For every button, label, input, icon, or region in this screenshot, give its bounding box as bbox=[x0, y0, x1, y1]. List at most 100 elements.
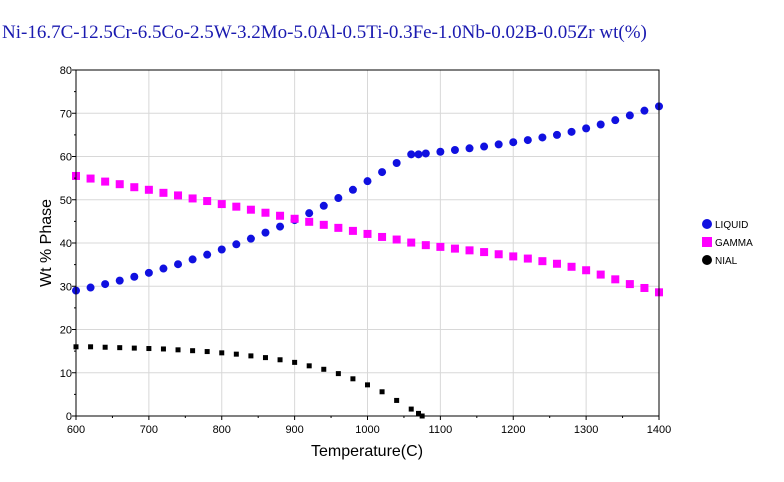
data-point-nial bbox=[102, 344, 108, 350]
data-point-nial bbox=[88, 344, 94, 350]
y-tick-label: 50 bbox=[60, 195, 72, 207]
data-point-gamma bbox=[276, 211, 285, 220]
x-tick-label: 1200 bbox=[501, 424, 525, 436]
data-point-gamma bbox=[246, 205, 255, 214]
x-axis-title: Temperature(C) bbox=[311, 443, 423, 460]
axes: 600 700 800 900 1000 1100 1200 1300 1400 0 10 20 30 4… bbox=[60, 65, 671, 436]
data-point-liquid bbox=[596, 120, 605, 129]
x-tick-label: 600 bbox=[67, 424, 85, 436]
data-point-gamma bbox=[625, 280, 634, 289]
y-tick-label: 20 bbox=[60, 325, 72, 337]
x-tick-label: 1000 bbox=[355, 424, 379, 436]
data-point-nial bbox=[335, 371, 341, 377]
data-point-nial bbox=[248, 353, 254, 359]
data-point-gamma bbox=[378, 232, 387, 241]
data-point-nial bbox=[292, 359, 298, 365]
data-point-gamma bbox=[567, 262, 576, 271]
data-point-gamma bbox=[523, 254, 532, 263]
data-point-nial bbox=[416, 410, 422, 416]
data-point-gamma bbox=[611, 275, 620, 284]
data-point-liquid bbox=[567, 127, 576, 136]
data-point-liquid bbox=[480, 142, 489, 151]
data-point-liquid bbox=[115, 276, 124, 285]
data-point-gamma bbox=[290, 214, 299, 223]
data-point-liquid bbox=[174, 260, 183, 269]
series-nial bbox=[73, 344, 425, 419]
data-point-gamma bbox=[596, 270, 605, 279]
x-tick-label: 1300 bbox=[574, 424, 598, 436]
y-tick-label: 80 bbox=[60, 65, 72, 77]
legend-marker bbox=[702, 219, 712, 229]
data-point-liquid bbox=[450, 146, 459, 155]
legend-marker bbox=[702, 255, 712, 265]
data-point-gamma bbox=[465, 246, 474, 255]
data-point-liquid bbox=[414, 150, 423, 159]
data-point-liquid bbox=[392, 158, 401, 167]
data-point-liquid bbox=[86, 283, 95, 292]
legend-item-gamma: GAMMA bbox=[702, 237, 753, 249]
data-point-nial bbox=[190, 348, 196, 354]
data-point-liquid bbox=[159, 264, 168, 273]
data-point-gamma bbox=[130, 183, 139, 192]
data-point-nial bbox=[262, 355, 268, 361]
data-point-liquid bbox=[305, 209, 314, 218]
grid-lines bbox=[75, 69, 660, 417]
data-point-gamma bbox=[538, 257, 547, 266]
data-point-gamma bbox=[392, 235, 401, 244]
data-point-liquid bbox=[509, 138, 518, 147]
data-point-gamma bbox=[480, 248, 489, 257]
data-series bbox=[72, 102, 663, 419]
data-point-nial bbox=[379, 389, 385, 395]
data-point-gamma bbox=[319, 220, 328, 229]
legend-item-liquid: LIQUID bbox=[702, 219, 748, 231]
x-tick-label: 800 bbox=[213, 424, 231, 436]
data-point-gamma bbox=[436, 242, 445, 251]
y-tick-label: 30 bbox=[60, 281, 72, 293]
data-point-nial bbox=[306, 363, 312, 369]
data-point-gamma bbox=[144, 185, 153, 194]
y-tick-label: 70 bbox=[60, 108, 72, 120]
data-point-gamma bbox=[334, 223, 343, 232]
y-tick-label: 10 bbox=[60, 368, 72, 380]
data-point-gamma bbox=[115, 180, 124, 189]
data-point-liquid bbox=[246, 234, 255, 243]
data-point-liquid bbox=[407, 150, 416, 159]
series-gamma bbox=[72, 171, 663, 297]
data-point-nial bbox=[365, 382, 370, 388]
data-point-gamma bbox=[101, 177, 110, 186]
x-tick-label: 1400 bbox=[647, 424, 671, 436]
data-point-nial bbox=[219, 350, 225, 356]
legend: LIQUID GAMMA NIAL bbox=[702, 219, 753, 267]
data-point-gamma bbox=[86, 174, 95, 183]
chart-title: Ni-16.7C-12.5Cr-6.5Co-2.5W-3.2Mo-5.0Al-0… bbox=[2, 22, 647, 43]
data-point-liquid bbox=[144, 268, 153, 277]
y-tick-label: 40 bbox=[60, 238, 72, 250]
data-point-liquid bbox=[319, 201, 328, 210]
data-point-liquid bbox=[261, 228, 270, 237]
x-tick-label: 900 bbox=[285, 424, 303, 436]
data-point-liquid bbox=[188, 255, 197, 264]
data-point-liquid bbox=[101, 280, 110, 289]
data-point-gamma bbox=[421, 241, 430, 250]
data-point-liquid bbox=[552, 130, 561, 139]
data-point-liquid bbox=[363, 177, 372, 186]
y-tick-label: 60 bbox=[60, 152, 72, 164]
data-point-nial bbox=[175, 347, 181, 353]
data-point-liquid bbox=[276, 222, 285, 231]
x-tick-label: 700 bbox=[140, 424, 158, 436]
data-point-gamma bbox=[203, 197, 212, 206]
data-point-liquid bbox=[348, 185, 357, 194]
data-point-nial bbox=[204, 349, 210, 355]
data-point-liquid bbox=[582, 124, 591, 133]
data-point-gamma bbox=[174, 191, 183, 200]
plot-frame bbox=[75, 69, 660, 417]
data-point-gamma bbox=[494, 250, 503, 259]
x-tick-label: 1100 bbox=[429, 424, 453, 436]
legend-label: LIQUID bbox=[715, 220, 748, 231]
data-point-nial bbox=[321, 366, 327, 372]
data-point-nial bbox=[160, 346, 166, 352]
data-point-nial bbox=[277, 357, 283, 363]
data-point-gamma bbox=[305, 217, 314, 226]
